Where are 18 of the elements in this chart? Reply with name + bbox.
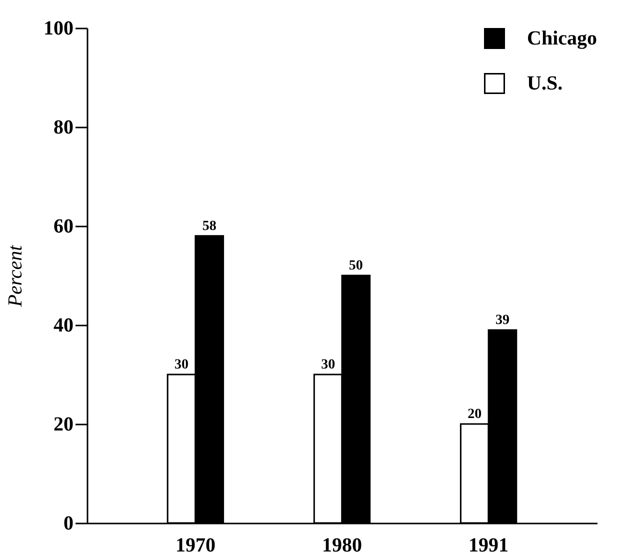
x-tick-label: 1980 [322, 534, 362, 553]
legend-label: Chicago [527, 28, 597, 50]
data-label: 39 [495, 312, 510, 328]
x-tick-label: 1970 [175, 534, 216, 553]
data-label: 58 [202, 218, 216, 234]
y-tick-label: 100 [44, 18, 74, 40]
x-tick-label: 1991 [468, 534, 509, 553]
data-label: 30 [321, 358, 336, 372]
y-tick-label: 40 [54, 314, 74, 336]
y-tick-label: 0 [64, 512, 74, 534]
data-label: 20 [468, 407, 482, 422]
y-tick-label: 60 [54, 216, 74, 238]
y-tick-label: 20 [54, 414, 74, 436]
data-label: 30 [174, 358, 189, 372]
data-label: 50 [348, 258, 363, 274]
y-axis-title: Percent [4, 244, 26, 308]
y-tick-label: 80 [54, 116, 74, 138]
legend-label: U.S. [527, 72, 563, 94]
